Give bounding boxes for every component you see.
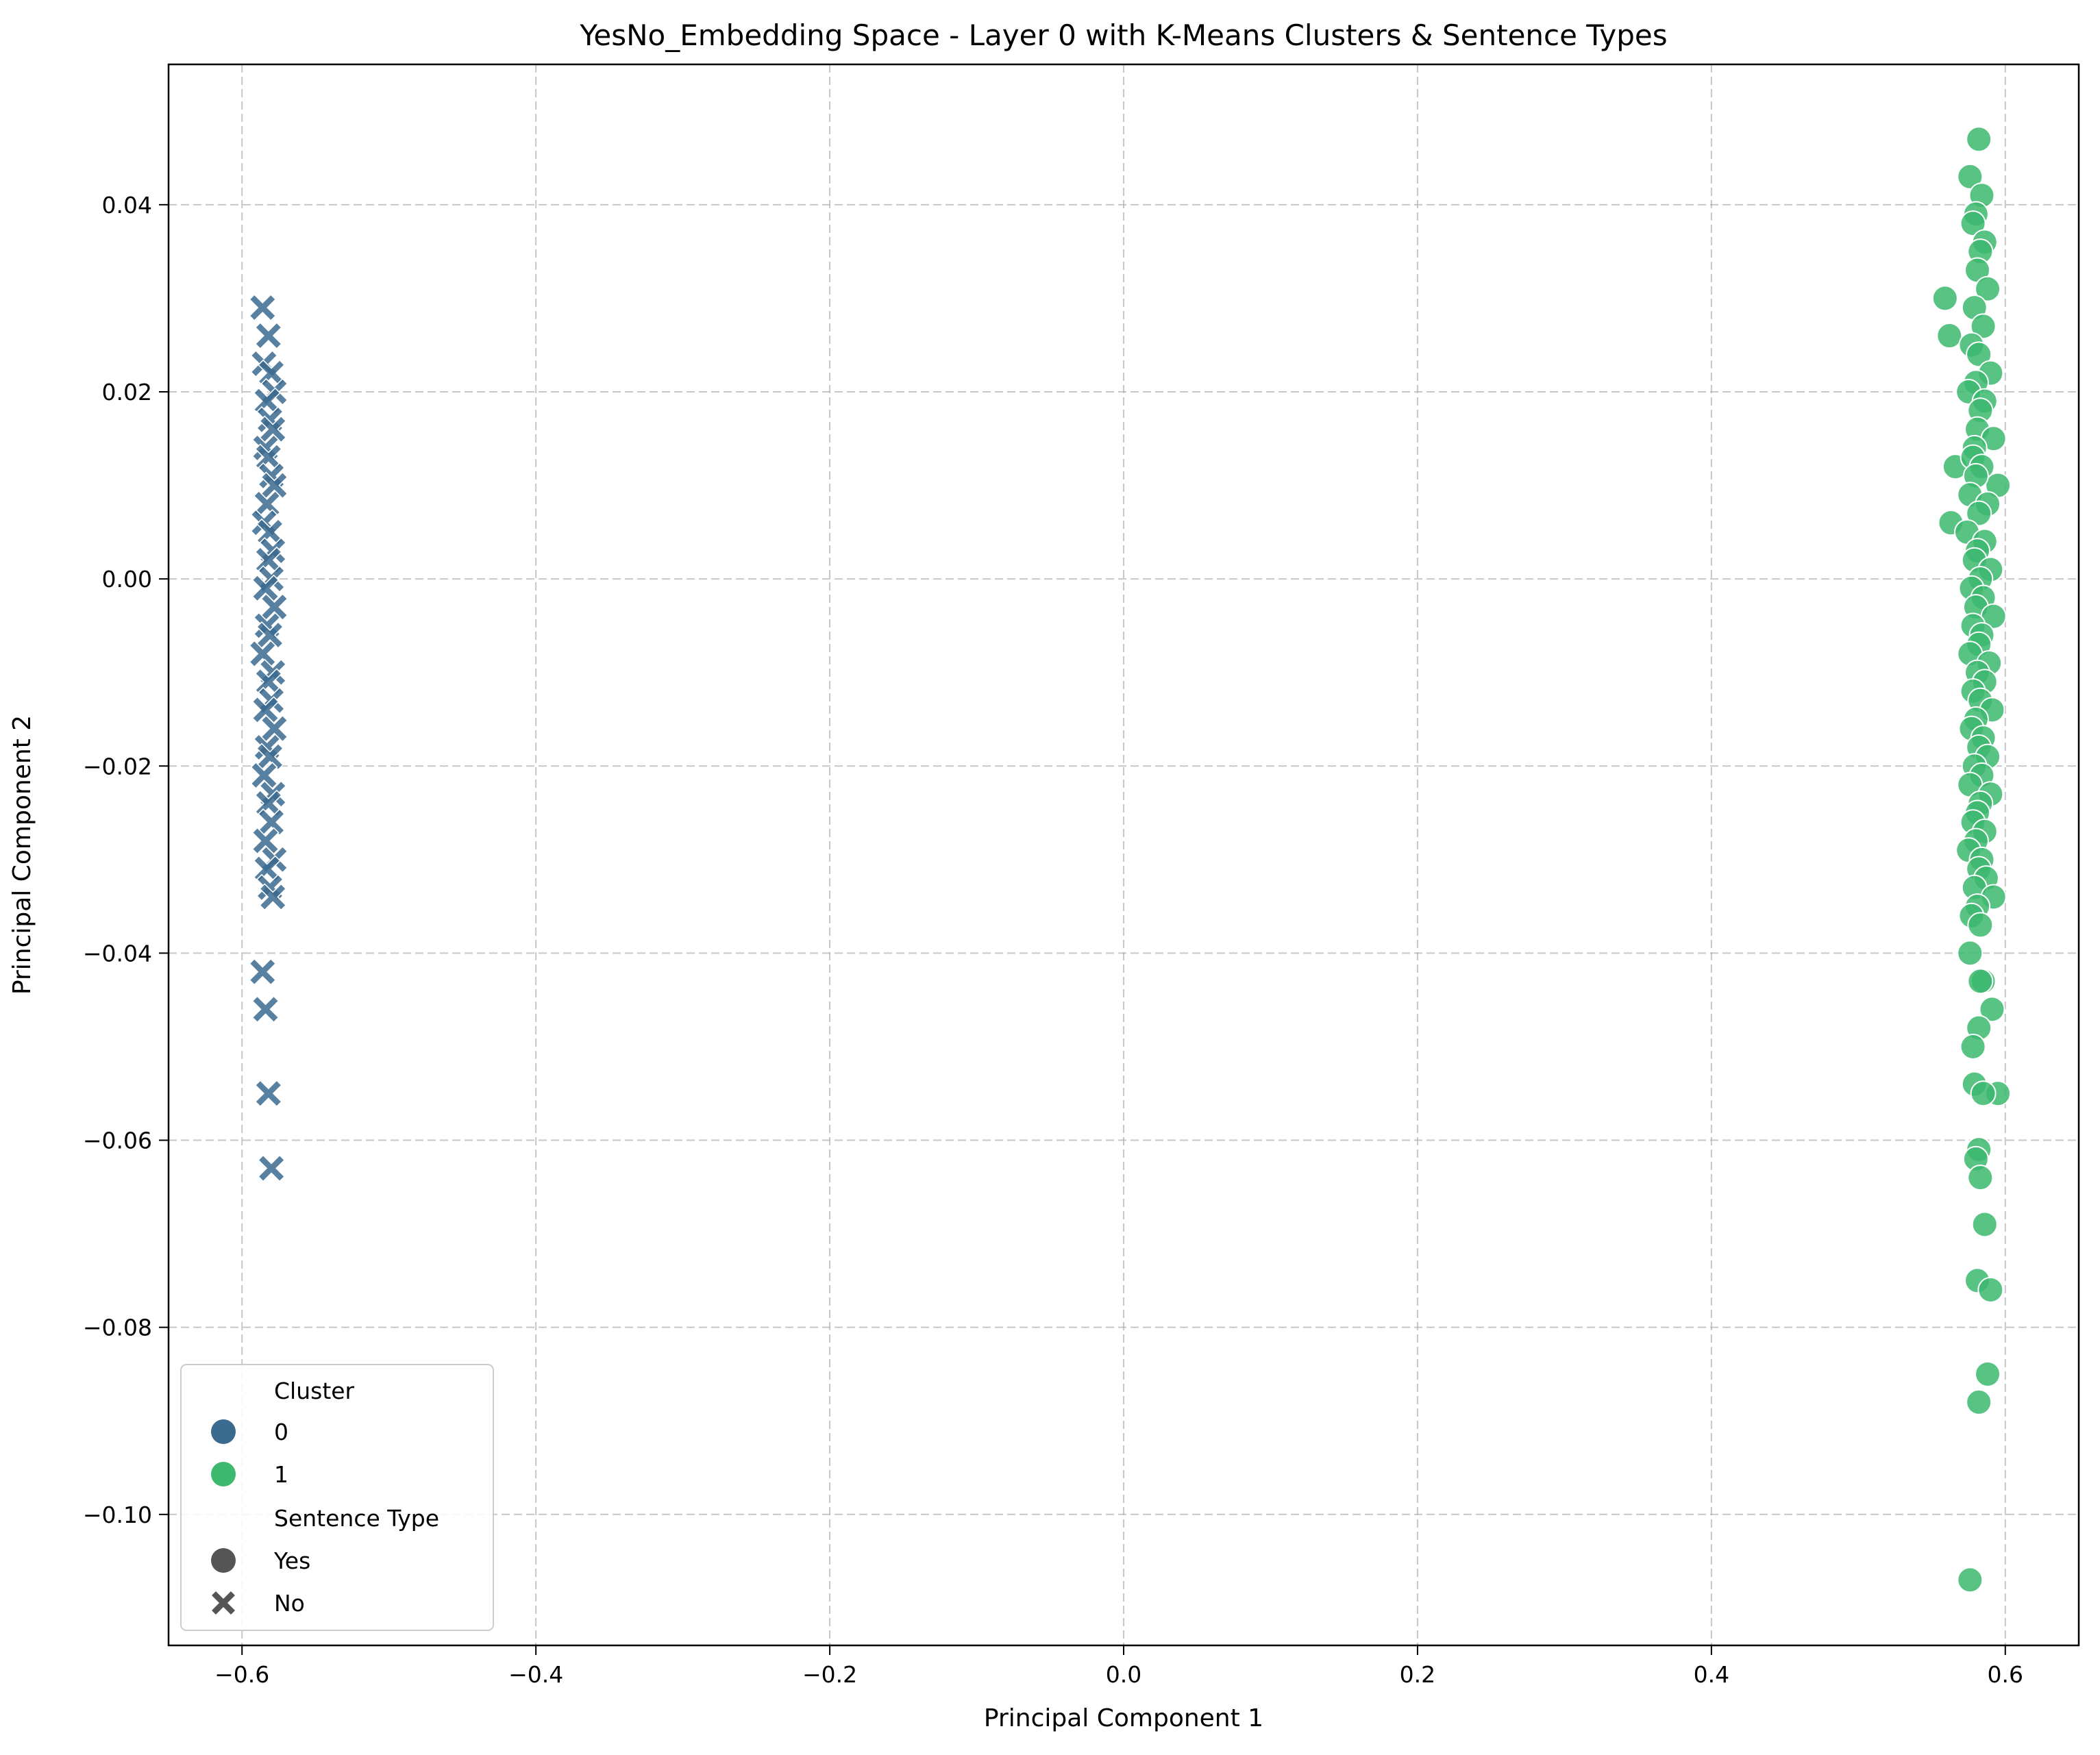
- data-point-no: [254, 1080, 282, 1108]
- legend: Cluster 0 1 Sentence Type Yes No: [180, 1364, 494, 1631]
- data-point-no: [249, 640, 277, 668]
- x-tick-label: 0.2: [1400, 1661, 1435, 1688]
- data-point-yes: [1975, 275, 2001, 302]
- data-point-yes: [1957, 1567, 1984, 1593]
- data-point-yes: [1936, 323, 1963, 349]
- data-point-yes: [1966, 1389, 1992, 1415]
- data-point-no: [251, 827, 280, 855]
- y-tick-label: 0.00: [102, 566, 152, 593]
- y-tick-label: −0.06: [83, 1128, 152, 1154]
- y-axis-label: Principal Component 2: [8, 715, 36, 995]
- legend-cluster-1-label: 1: [274, 1461, 288, 1488]
- y-tick-label: −0.02: [83, 753, 152, 780]
- legend-type-no-label: No: [274, 1590, 305, 1617]
- x-tick-label: −0.4: [508, 1661, 563, 1688]
- data-point-yes: [1967, 912, 1994, 938]
- data-point-no: [254, 321, 282, 350]
- chart-title: YesNo_Embedding Space - Layer 0 with K-M…: [579, 18, 1667, 52]
- data-point-no: [249, 958, 277, 986]
- data-point-yes: [1966, 126, 1992, 153]
- legend-cluster-1-marker: [211, 1462, 236, 1486]
- x-tick-label: −0.2: [802, 1661, 857, 1688]
- legend-type-no-marker: [212, 1591, 235, 1615]
- data-point-no: [258, 1154, 286, 1182]
- legend-type-title: Sentence Type: [274, 1505, 439, 1532]
- data-point-yes: [1966, 341, 1992, 368]
- legend-box: [180, 1364, 494, 1631]
- legend-cluster-0-marker: [211, 1419, 236, 1444]
- data-point-no: [259, 883, 287, 911]
- legend-type-yes-marker: [211, 1548, 236, 1573]
- data-point-yes: [1960, 210, 1986, 237]
- x-tick-label: 0.0: [1106, 1661, 1141, 1688]
- x-axis-label: Principal Component 1: [984, 1704, 1263, 1732]
- data-point-yes: [1931, 285, 1958, 312]
- y-tick-label: −0.04: [83, 940, 152, 967]
- legend-cluster-title: Cluster: [274, 1378, 355, 1404]
- axis-ticks: −0.6 −0.4 −0.2 0.0 0.2 0.4 0.6 −0.10 −0.08 −0.06 −…: [83, 192, 2023, 1688]
- data-point-no: [251, 696, 280, 724]
- x-tick-label: 0.4: [1694, 1661, 1729, 1688]
- y-tick-label: −0.10: [83, 1502, 152, 1528]
- data-point-yes: [1957, 940, 1984, 967]
- y-tick-label: 0.04: [102, 192, 152, 219]
- data-point-yes: [1960, 1033, 1986, 1060]
- data-point-no: [250, 761, 278, 789]
- data-point-yes: [1970, 313, 1997, 340]
- data-point-yes: [1970, 1080, 1997, 1107]
- grid: [169, 64, 2079, 1645]
- x-tick-label: 0.6: [1988, 1661, 2023, 1688]
- legend-type-yes-label: Yes: [273, 1547, 310, 1574]
- y-tick-label: 0.02: [102, 379, 152, 406]
- data-point-yes: [1967, 968, 1994, 995]
- data-point-yes: [1966, 500, 1992, 527]
- data-point-yes: [1977, 1277, 2004, 1304]
- x-tick-label: −0.6: [214, 1661, 269, 1688]
- data-point-no: [251, 574, 280, 602]
- data-point-no: [251, 995, 280, 1023]
- data-point-yes: [1971, 1211, 1998, 1238]
- data-points: [249, 126, 2012, 1593]
- data-point-yes: [1967, 1165, 1994, 1191]
- y-tick-label: −0.08: [83, 1315, 152, 1341]
- data-point-yes: [1975, 1360, 2001, 1387]
- data-point-no: [249, 294, 277, 322]
- legend-cluster-0-label: 0: [274, 1419, 288, 1445]
- data-point-yes: [1979, 996, 2005, 1023]
- data-point-yes: [1957, 163, 1984, 190]
